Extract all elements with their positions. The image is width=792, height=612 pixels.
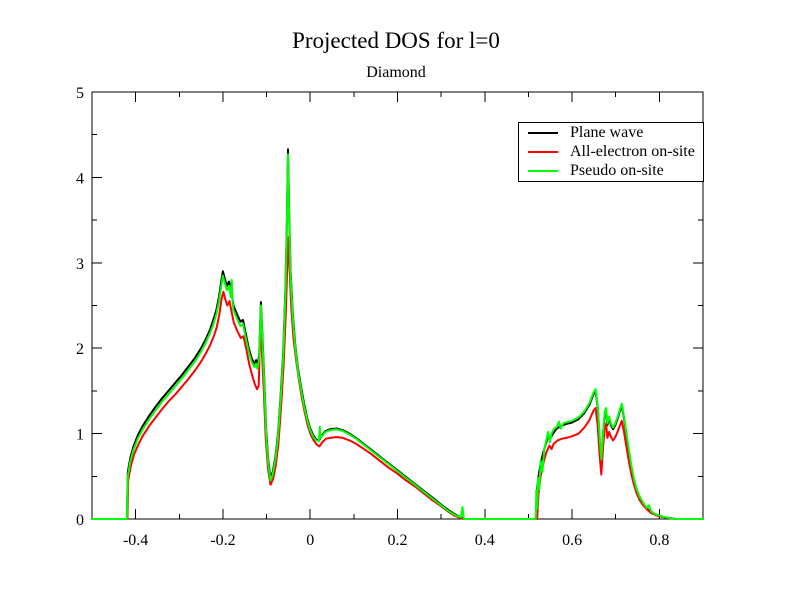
y-tick-label: 5: [76, 85, 84, 102]
series-pseudo-on-site: [91, 153, 704, 520]
x-tick-label: 0.4: [475, 532, 495, 549]
x-tick-label: 0.8: [649, 532, 669, 549]
x-tick-label: 0.2: [388, 532, 408, 549]
legend-label-pseudo-on-site: Pseudo on-site: [570, 162, 664, 179]
x-tick-label: -0.2: [210, 532, 235, 549]
x-tick-label: 0: [306, 532, 314, 549]
legend-swatch-plane-wave: [528, 132, 558, 134]
x-tick-label: 0.6: [562, 532, 582, 549]
legend-label-all-electron-on-site: All-electron on-site: [570, 143, 695, 160]
legend-item-all-electron-on-site: All-electron on-site: [519, 143, 703, 162]
y-tick-label: 1: [76, 427, 84, 444]
x-tick-label: -0.4: [123, 532, 148, 549]
y-tick-label: 4: [76, 170, 84, 187]
legend-swatch-pseudo-on-site: [528, 170, 558, 172]
legend-box: Plane wave All-electron on-site Pseudo o…: [518, 122, 704, 182]
legend-item-plane-wave: Plane wave: [519, 124, 703, 143]
series-plane-wave: [91, 148, 704, 520]
chart-title: Projected DOS for l=0: [292, 28, 500, 53]
y-tick-label: 3: [76, 256, 84, 273]
legend-label-plane-wave: Plane wave: [570, 124, 644, 141]
chart-subtitle: Diamond: [366, 64, 426, 81]
series-all-electron-on-site: [91, 236, 704, 520]
y-tick-label: 2: [76, 341, 84, 358]
legend-item-pseudo-on-site: Pseudo on-site: [519, 162, 703, 181]
legend-swatch-all-electron-on-site: [528, 151, 558, 153]
y-tick-label: 0: [76, 512, 84, 529]
